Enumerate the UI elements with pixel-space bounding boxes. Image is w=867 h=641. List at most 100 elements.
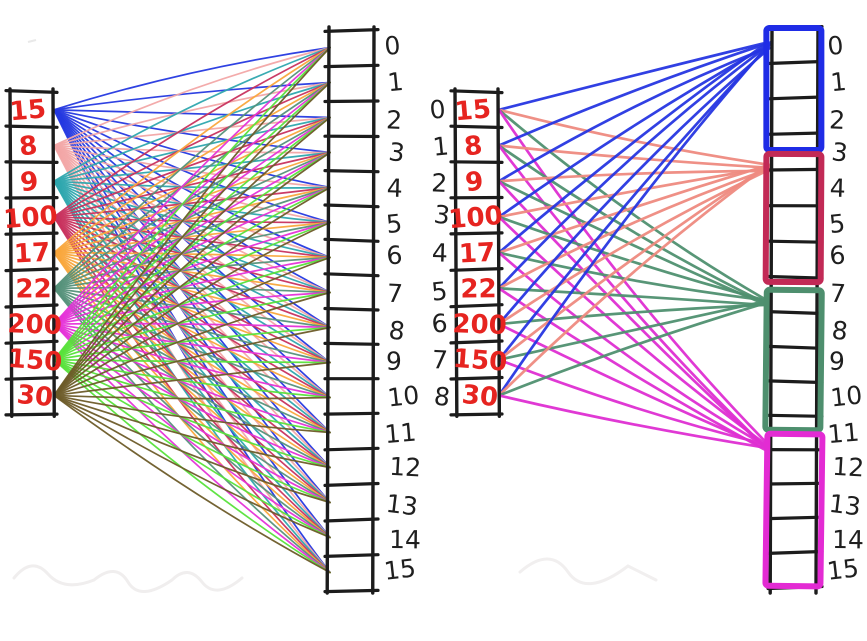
cell-divider <box>4 267 59 273</box>
connection-line <box>53 256 331 397</box>
connection-line <box>53 216 331 504</box>
cell-divider <box>323 28 380 33</box>
connection-line <box>53 291 331 397</box>
connection-line <box>53 358 331 469</box>
slot-index-label: 10 <box>386 380 421 412</box>
cell-divider <box>766 131 824 136</box>
connection-line <box>53 251 331 364</box>
slot-index-label: 7 <box>386 279 403 309</box>
stored-value: 9 <box>464 167 485 199</box>
connection-line <box>53 256 331 290</box>
cell-divider <box>4 231 59 236</box>
cell-divider <box>449 303 504 309</box>
connection-line <box>53 46 331 290</box>
connection-line <box>53 116 331 147</box>
slot-index-label: 3 <box>387 137 406 168</box>
connection-line <box>53 358 331 434</box>
connection-line <box>53 180 331 469</box>
connection-line <box>53 116 331 254</box>
cell-divider <box>766 239 824 244</box>
slot-index-label: 10 <box>829 380 864 412</box>
connection-line <box>53 323 331 539</box>
cell-divider <box>323 272 380 278</box>
connection-line <box>53 287 331 364</box>
connection-line <box>53 394 331 539</box>
connection-line <box>497 358 770 447</box>
stored-value: 17 <box>458 238 496 270</box>
slot-index-label: 11 <box>383 418 417 450</box>
connection-line <box>53 251 331 329</box>
connection-line <box>53 46 331 361</box>
cell-divider <box>323 203 380 209</box>
connection-line <box>497 41 769 112</box>
slot-index-label: 0 <box>826 31 845 61</box>
connection-line <box>53 109 331 189</box>
connection-line <box>53 326 331 361</box>
slot-index-label: 15 <box>825 553 860 585</box>
slot-index-label: 5 <box>385 209 404 240</box>
connection-line <box>53 46 331 218</box>
cell-divider <box>323 99 380 104</box>
stored-value: 200 <box>7 309 62 341</box>
connection-line <box>53 186 331 397</box>
cell-divider <box>766 310 824 316</box>
cell-divider <box>4 303 59 309</box>
connection-line <box>53 322 331 329</box>
bucket-group-box <box>762 286 825 434</box>
stored-value: 22 <box>15 274 51 304</box>
connection-line <box>53 116 331 397</box>
stored-value: 15 <box>454 94 493 127</box>
connection-line <box>53 81 331 183</box>
stored-value: 30 <box>16 380 55 413</box>
connection-line <box>53 394 331 469</box>
connection-line <box>53 116 331 325</box>
connection-line <box>53 109 331 224</box>
connection-line <box>497 287 769 453</box>
connection-line <box>53 216 331 434</box>
cell-divider <box>449 89 504 95</box>
connection-line <box>53 144 331 154</box>
connection-line <box>53 109 331 119</box>
slot-index-label: 11 <box>826 418 860 450</box>
cell-divider <box>766 95 824 101</box>
erased-scribble <box>12 564 244 593</box>
slot-index-label: 7 <box>829 279 846 309</box>
bucket-group-box <box>762 430 826 590</box>
slot-index-label: 14 <box>389 525 421 554</box>
connection-line <box>53 81 331 290</box>
connection-line <box>497 164 769 362</box>
stored-value: 15 <box>9 94 48 127</box>
cell-divider <box>449 375 504 381</box>
cell-divider <box>323 481 380 487</box>
cell-divider <box>323 411 380 416</box>
connection-line <box>53 287 331 574</box>
connection-line <box>53 358 331 539</box>
cell-divider <box>323 588 380 594</box>
right-target-array-right-edge <box>814 25 820 595</box>
source-index-label: 1 <box>431 131 450 161</box>
slot-index-label: 4 <box>386 173 403 202</box>
stray-mark <box>27 39 37 43</box>
connection-line <box>53 221 331 361</box>
cell-divider <box>323 446 380 452</box>
connection-line <box>497 251 769 449</box>
connection-line <box>53 116 331 218</box>
stored-value: 100 <box>447 201 504 235</box>
connection-line <box>53 46 331 325</box>
slot-index-label: 0 <box>383 31 402 61</box>
connection-line <box>53 221 331 254</box>
cell-divider <box>766 274 824 280</box>
connection-line <box>53 394 331 434</box>
cell-divider <box>766 413 824 418</box>
connection-line <box>53 144 331 189</box>
slot-index-label: 5 <box>828 209 847 240</box>
connection-line <box>53 46 331 147</box>
source-index-label: 8 <box>432 381 451 412</box>
cell-divider <box>766 167 824 172</box>
right-source-array-left-edge <box>453 87 459 418</box>
slot-index-label: 8 <box>830 315 849 346</box>
connection-line <box>53 186 331 290</box>
connection-line <box>497 108 768 302</box>
stored-value: 100 <box>2 201 59 235</box>
